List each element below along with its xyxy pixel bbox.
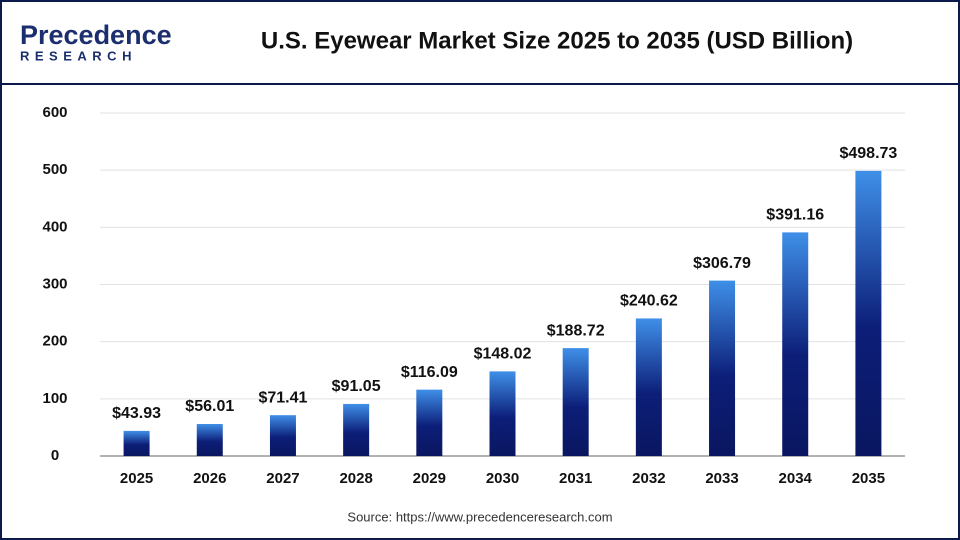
- value-label: $43.93: [112, 405, 161, 422]
- bar: [196, 423, 223, 456]
- bar: [416, 389, 443, 456]
- bar: [709, 280, 736, 456]
- bar: [269, 415, 296, 456]
- x-tick-label: 2030: [486, 470, 519, 487]
- value-label: $148.02: [474, 346, 532, 363]
- source: Source: https://www.precedenceresearch.c…: [347, 509, 612, 524]
- x-tick-label: 2031: [559, 470, 592, 487]
- value-label: $498.73: [839, 145, 897, 162]
- chart-title: U.S. Eyewear Market Size 2025 to 2035 (U…: [261, 27, 853, 54]
- x-tick-label: 2033: [705, 470, 738, 487]
- y-tick-label: 0: [51, 447, 59, 464]
- value-label: $306.79: [693, 255, 751, 272]
- value-label: $56.01: [185, 398, 234, 415]
- x-tick-label: 2025: [120, 470, 153, 487]
- value-label: $240.62: [620, 293, 678, 310]
- x-tick-label: 2027: [266, 470, 299, 487]
- y-tick-label: 100: [42, 390, 67, 407]
- value-label: $188.72: [547, 322, 605, 339]
- bar: [855, 170, 882, 456]
- logo-name: Precedence: [20, 20, 172, 50]
- x-tick-label: 2034: [779, 470, 813, 487]
- bar: [562, 348, 589, 456]
- bar: [343, 403, 370, 456]
- value-label: $116.09: [401, 364, 458, 381]
- x-tick-label: 2026: [193, 470, 226, 487]
- y-tick-label: 300: [42, 275, 67, 292]
- x-tick-label: 2028: [339, 470, 372, 487]
- logo-tagline: RESEARCH: [20, 48, 137, 63]
- x-tick-label: 2032: [632, 470, 665, 487]
- y-tick-label: 400: [42, 218, 67, 235]
- bar: [123, 430, 150, 456]
- x-tick-label: 2029: [413, 470, 446, 487]
- y-tick-label: 200: [42, 333, 67, 350]
- bar: [489, 371, 516, 456]
- value-label: $71.41: [258, 389, 307, 406]
- value-label: $91.05: [332, 378, 381, 395]
- x-tick-label: 2035: [852, 470, 885, 487]
- bar: [782, 232, 809, 456]
- y-tick-label: 500: [42, 161, 67, 178]
- y-tick-label: 600: [42, 104, 67, 121]
- bar: [635, 318, 662, 456]
- value-label: $391.16: [766, 207, 824, 224]
